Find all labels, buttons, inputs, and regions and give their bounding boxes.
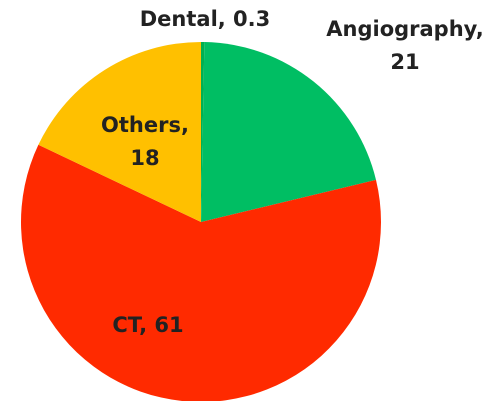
pie-slice (201, 42, 205, 222)
data-label: Dental, 0.3 (140, 7, 271, 31)
data-label: Others, 18 (101, 113, 189, 170)
pie-slice (38, 42, 201, 222)
pie-slice (201, 42, 376, 222)
pie-slice (21, 144, 381, 401)
data-label: Angiography, 21 (326, 17, 483, 74)
data-label: CT, 61 (112, 313, 183, 337)
